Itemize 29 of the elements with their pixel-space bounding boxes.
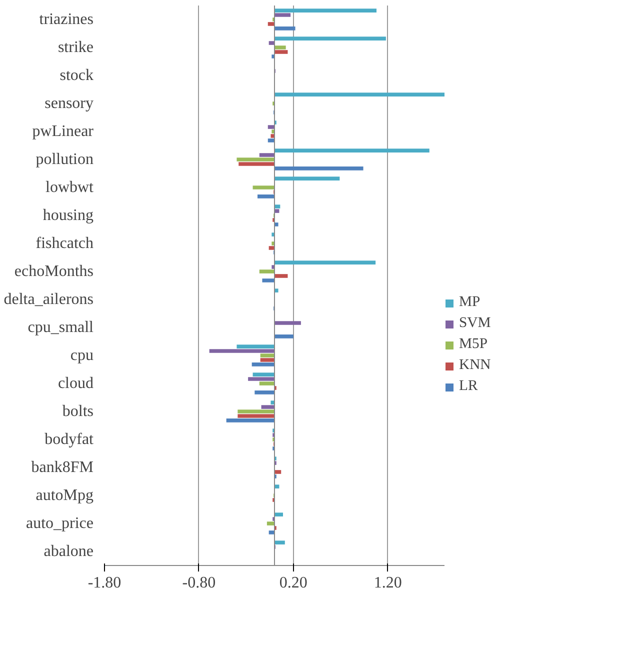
y-tick-label: triazines: [39, 11, 94, 28]
legend-label: MP: [459, 294, 480, 311]
y-tick-label: housing: [42, 207, 94, 224]
y-tick-label: abalone: [44, 543, 94, 560]
y-tick-label: sensory: [44, 95, 94, 112]
y-tick-label: auto_price: [26, 515, 94, 532]
x-tick-label: 1.20: [374, 574, 402, 592]
y-tick-label: bolts: [62, 403, 94, 420]
y-tick-label: autoMpg: [36, 487, 94, 504]
y-tick-label: cpu_small: [28, 319, 94, 336]
y-tick-label: echoMonths: [14, 263, 94, 280]
y-tick-label: bank8FM: [31, 459, 94, 476]
x-tick-label: -0.80: [182, 574, 216, 592]
legend-label: KNN: [459, 357, 491, 374]
y-tick-label: pollution: [36, 151, 94, 168]
y-tick-label: fishcatch: [36, 235, 94, 252]
legend-label: LR: [459, 378, 479, 395]
x-tick-label: -1.80: [88, 574, 122, 592]
y-tick-label: delta_ailerons: [4, 291, 94, 308]
y-tick-label: cpu: [70, 347, 94, 364]
y-tick-label: bodyfat: [44, 431, 94, 448]
legend-label: M5P: [459, 336, 488, 353]
y-tick-label: strike: [58, 39, 94, 56]
y-tick-label: pwLinear: [32, 123, 94, 140]
y-tick-label: stock: [60, 67, 94, 84]
y-tick-label: cloud: [58, 375, 94, 392]
y-tick-label: lowbwt: [46, 179, 94, 196]
legend-label: SVM: [459, 315, 491, 332]
x-tick-label: 0.20: [279, 574, 308, 592]
